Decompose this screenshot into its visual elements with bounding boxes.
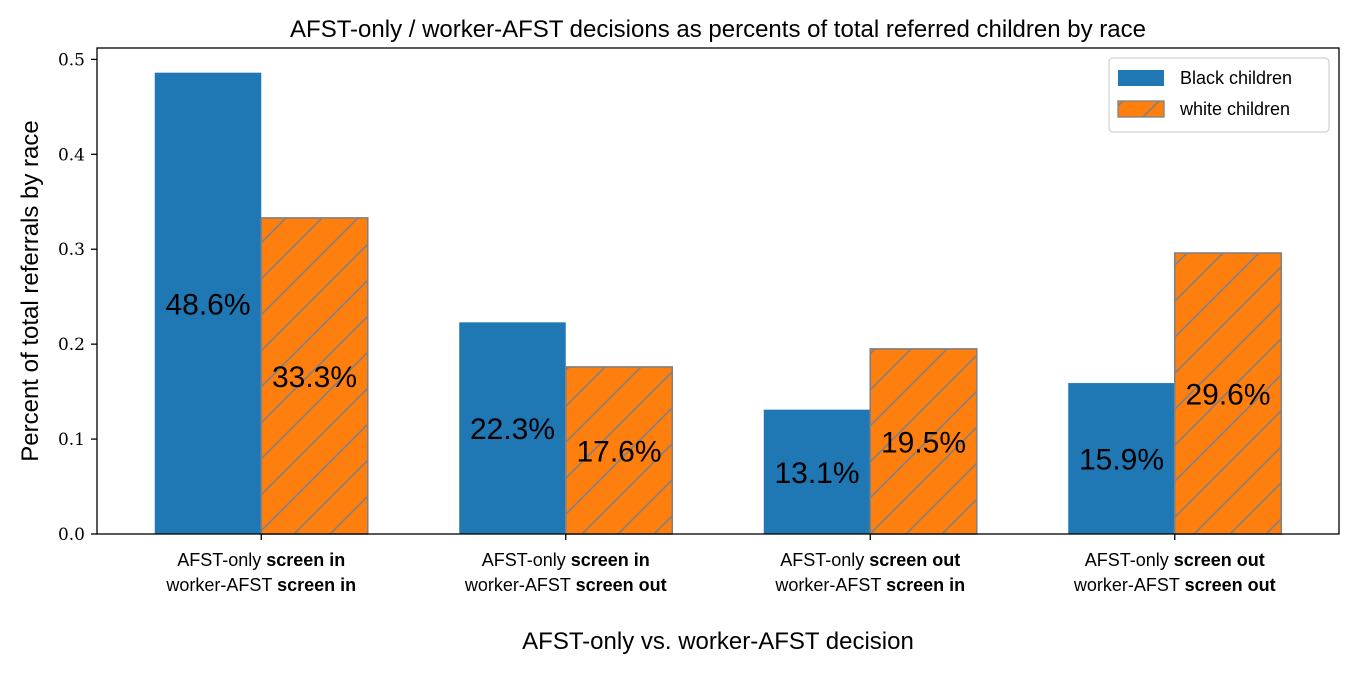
y-tick-label: 0.4 [58,145,85,165]
data-label-white-children-1: 33.3% [272,361,357,394]
bar-black-children-3 [763,409,871,534]
data-label-black-children-3: 13.1% [774,457,859,490]
bar-white-children-4 [1173,252,1283,535]
x-tick-label-line-2: worker-AFST screen out [464,575,667,595]
legend-label-black-children: Black children [1180,68,1292,88]
bar-black-children-2 [459,322,566,534]
bar-white-children-1 [260,217,369,535]
plot-frame [96,47,1340,535]
y-tick-label: 0.1 [58,430,85,450]
x-tick-label-line-2: worker-AFST screen in [165,575,356,595]
bar-black-children-1 [154,72,262,534]
x-tick-label-line-1: AFST-only screen in [177,550,345,570]
legend-swatch-white-children [1117,100,1165,118]
data-label-black-children-4: 15.9% [1079,444,1164,477]
data-label-white-children-2: 17.6% [576,435,661,468]
x-axis: AFST-only screen in worker-AFST screen in… [165,534,1276,595]
chart-title: AFST-only / worker-AFST decisions as per… [290,16,1146,43]
bar-white-children-3 [869,348,978,535]
x-axis-label: AFST-only vs. worker-AFST decision [522,628,914,655]
x-tick-label-line-2: worker-AFST screen out [1073,575,1276,595]
data-label-black-children-1: 48.6% [165,288,250,321]
legend-swatch-black-children [1118,70,1164,86]
data-label-white-children-3: 19.5% [881,426,966,459]
data-label-white-children-4: 29.6% [1185,379,1270,412]
x-tick-label-line-1: AFST-only screen out [780,550,960,570]
y-axis: 0.0 0.1 0.2 0.3 0.4 0.5 [58,50,97,545]
y-tick-label: 0.5 [58,50,85,70]
y-tick-label: 0.3 [58,240,85,260]
y-axis-label: Percent of total referrals by race [17,120,44,461]
data-label-black-children-2: 22.3% [470,413,555,446]
y-tick-label: 0.0 [58,525,85,545]
bar-white-children-2 [564,366,674,535]
legend: Black children white children [1108,57,1330,133]
legend-label-white-children: white children [1179,99,1290,119]
plot-area: 48.6% 22.3% 13.1% 15.9% 33.3% 17.6% 19.5% 29.6% [154,72,1283,535]
x-tick-label-line-1: AFST-only screen out [1085,550,1265,570]
y-tick-label: 0.2 [58,335,85,355]
bar-black-children-4 [1068,383,1175,534]
x-tick-label-line-2: worker-AFST screen in [774,575,965,595]
x-tick-label-line-1: AFST-only screen in [482,550,650,570]
